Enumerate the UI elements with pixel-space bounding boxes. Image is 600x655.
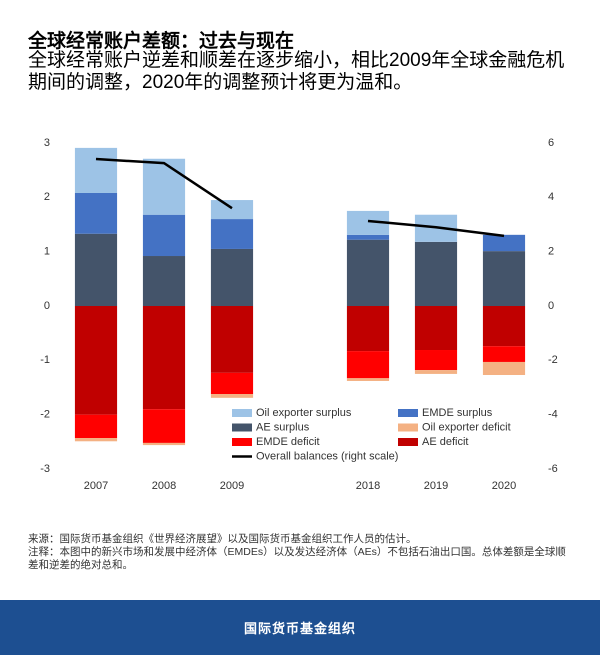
bar-segment	[414, 370, 458, 374]
y2-tick-label: 4	[548, 191, 554, 203]
bar-segment	[210, 248, 254, 306]
bar-segment	[414, 241, 458, 306]
y-tick-label: 2	[44, 191, 50, 203]
legend-swatch	[232, 423, 252, 432]
bar-segment	[346, 239, 390, 306]
legend-swatch	[398, 423, 418, 432]
y2-tick-label: -4	[548, 409, 558, 421]
bar-segment	[74, 438, 118, 442]
legend-label: Oil exporter surplus	[256, 407, 352, 419]
chart: -3 -2 -1 0 1 2 3 -6 -4 -2 0 2 4 6 2007 2008 2009 2018 2019…	[40, 137, 558, 492]
legend-label: Overall balances (right scale)	[256, 450, 398, 462]
bar-segment	[482, 234, 526, 252]
y2-tick-label: -6	[548, 463, 558, 475]
legend-label: Oil exporter deficit	[422, 421, 511, 433]
y-tick-label: -1	[40, 354, 50, 366]
bar-segment	[482, 361, 526, 376]
bar-segment	[482, 306, 526, 347]
y-tick-label: -3	[40, 463, 50, 475]
y2-tick-label: 0	[548, 300, 554, 312]
legend-label: AE surplus	[256, 421, 310, 433]
bar-segment	[346, 234, 390, 240]
bar-segment	[414, 350, 458, 371]
bar-segment	[74, 147, 118, 193]
bar-segment	[74, 306, 118, 415]
bar-segment	[210, 394, 254, 398]
bar-segment	[482, 251, 526, 306]
footer: 国际货币基金组织	[0, 600, 600, 655]
bar-segment	[74, 414, 118, 439]
legend-swatch	[398, 438, 418, 446]
y-tick-label: 3	[44, 137, 50, 149]
y2-tick-label: -2	[548, 354, 558, 366]
bar-segment	[74, 233, 118, 306]
bar-segment	[210, 372, 254, 395]
legend-label: EMDE surplus	[422, 407, 493, 419]
x-tick-label: 2007	[84, 480, 108, 492]
bar-segment	[346, 210, 390, 235]
balance-line	[95, 157, 233, 210]
balance-line	[367, 219, 505, 238]
x-tick-label: 2018	[356, 480, 380, 492]
bar-segment	[74, 192, 118, 234]
y-tick-label: 0	[44, 300, 50, 312]
y-tick-label: 1	[44, 246, 50, 258]
title: 全球经常账户差额：过去与现在	[28, 31, 295, 52]
y2-tick-label: 2	[548, 246, 554, 258]
bar-segment	[142, 409, 186, 443]
source: 来源：国际货币基金组织《世界经济展望》以及国际货币基金组织工作人员的估计。	[28, 533, 417, 545]
x-tick-label: 2009	[220, 480, 244, 492]
bar-segment	[142, 442, 186, 446]
bar-segment	[210, 200, 254, 220]
x-tick-label: 2019	[424, 480, 448, 492]
legend-label: EMDE deficit	[256, 436, 320, 448]
legend-swatch	[398, 409, 418, 417]
bar-segment	[142, 306, 186, 410]
legend-label: AE deficit	[422, 436, 468, 448]
bar-segment	[482, 346, 526, 362]
note: 注释：本图中的新兴市场和发展中经济体（EMDEs）以及发达经济体（AEs）不包括…	[28, 546, 566, 571]
bar-segment	[210, 306, 254, 373]
y-tick-label: -2	[40, 409, 50, 421]
x-tick-label: 2008	[152, 480, 176, 492]
legend-swatch	[232, 409, 252, 417]
y2-tick-label: 6	[548, 137, 554, 149]
bar-segment	[346, 351, 390, 379]
bar-segment	[346, 378, 390, 381]
bar-segment	[142, 158, 186, 215]
bar-segment	[142, 256, 186, 306]
x-tick-label: 2020	[492, 480, 516, 492]
subtitle: 全球经常账户逆差和顺差在逐步缩小，相比2009年全球金融危机期间的调整，2020…	[28, 50, 565, 93]
bar-segment	[346, 306, 390, 352]
legend-swatch	[232, 438, 252, 446]
bar-segment	[142, 214, 186, 257]
bar-segment	[414, 306, 458, 351]
bar-segment	[210, 219, 254, 249]
